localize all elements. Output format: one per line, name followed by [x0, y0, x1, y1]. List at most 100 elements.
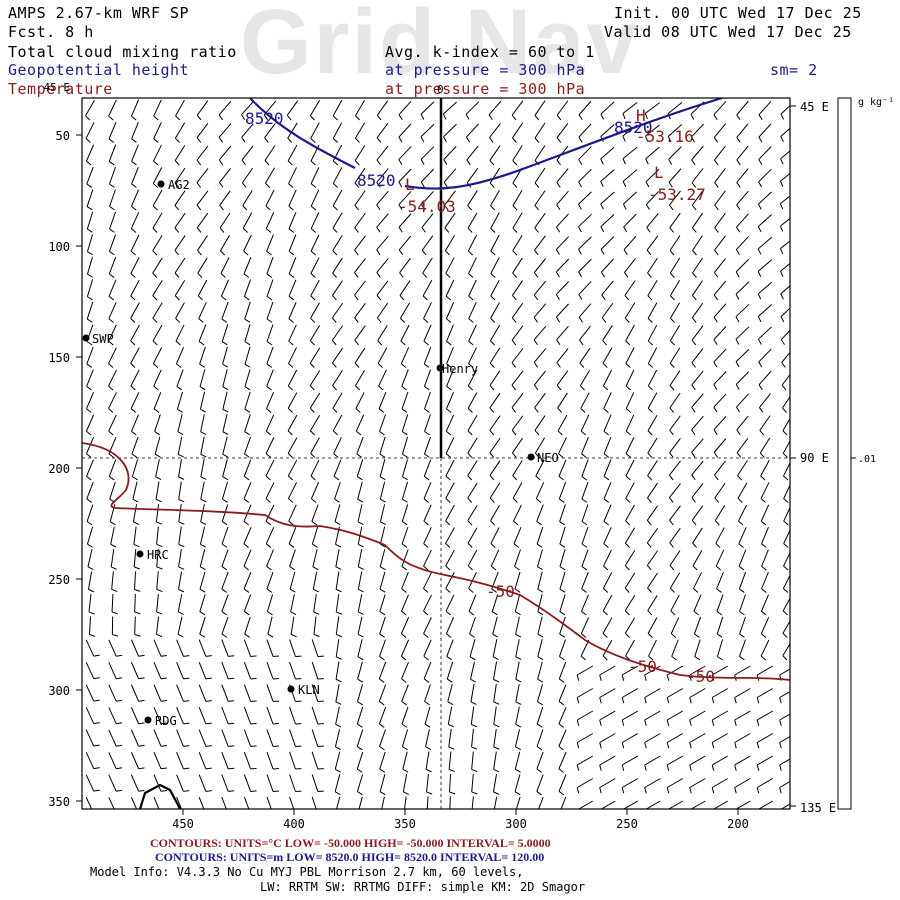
wind-barb — [176, 661, 184, 680]
wind-barb — [783, 461, 790, 477]
wind-barb-feather — [153, 385, 159, 391]
station-kln[interactable]: KLN — [287, 683, 320, 697]
wind-barb — [470, 661, 475, 680]
wind-barb — [534, 190, 546, 206]
wind-barb-feather — [693, 588, 699, 593]
wind-barb-feather — [806, 498, 810, 502]
wind-barb — [356, 774, 364, 792]
wind-barb — [445, 527, 455, 544]
wind-barb-feather — [647, 430, 653, 436]
wind-barb-feather — [422, 272, 428, 278]
wind-barb-feather — [398, 249, 404, 256]
wind-barb-feather — [183, 655, 190, 657]
wind-barb-feather — [736, 182, 741, 188]
wind-barb — [578, 123, 592, 138]
wind-barb-feather — [757, 293, 762, 300]
wind-barb — [265, 504, 275, 522]
wind-barb-feather — [669, 340, 675, 346]
wind-barb — [512, 280, 523, 296]
wind-barb-feather — [139, 835, 145, 836]
wind-barb — [175, 302, 185, 319]
wind-barb — [243, 234, 252, 252]
height-label-3: 8520 — [614, 118, 653, 137]
wind-barb — [86, 279, 94, 297]
wind-barb-feather — [310, 430, 315, 436]
wind-barb — [625, 392, 635, 409]
wind-barb — [310, 279, 320, 297]
wind-barb — [489, 167, 501, 184]
wind-barb — [647, 437, 658, 454]
wind-barb-feather — [401, 543, 408, 548]
wind-barb-feather — [222, 498, 228, 503]
wind-barb — [756, 733, 774, 743]
wind-barb-feather — [376, 204, 381, 211]
wind-barb — [493, 819, 497, 837]
station-rdg[interactable]: RDG — [144, 714, 177, 728]
wind-barb — [602, 617, 613, 634]
wind-barb — [85, 729, 95, 747]
wind-barb — [443, 123, 457, 138]
wind-barb — [446, 324, 454, 342]
station-marker[interactable] — [157, 180, 165, 188]
wind-barb-feather — [555, 316, 561, 323]
wind-barb — [692, 257, 703, 274]
wind-barb-feather — [250, 655, 257, 657]
wind-barb-feather — [332, 407, 338, 413]
wind-barb — [714, 505, 726, 521]
wind-barb-feather — [534, 137, 540, 143]
station-hrc[interactable]: HRC — [136, 548, 169, 562]
station-ag2[interactable]: AG2 — [157, 178, 190, 192]
wind-barb-feather — [423, 363, 430, 368]
wind-barb — [493, 729, 497, 747]
station-marker[interactable] — [136, 550, 144, 558]
station-marker[interactable] — [287, 685, 295, 693]
wind-barb — [332, 370, 343, 386]
wind-barb — [289, 549, 296, 567]
wind-barb — [757, 281, 773, 295]
station-henry[interactable]: Henry — [436, 362, 479, 376]
wind-barb-feather — [512, 272, 518, 278]
wind-barb — [690, 824, 706, 833]
wind-barb-feather — [153, 115, 159, 121]
wind-barb-feather — [756, 697, 760, 704]
wind-barb-feather — [376, 294, 382, 301]
wind-barb-feather — [183, 790, 190, 792]
wind-barb-feather — [424, 453, 430, 458]
station-marker[interactable] — [527, 453, 535, 461]
wind-barb — [379, 414, 386, 432]
wind-barb-feather — [600, 249, 605, 255]
wind-barb-feather — [713, 406, 718, 413]
station-neo[interactable]: NEO — [527, 451, 559, 465]
wind-barb-feather — [581, 498, 588, 503]
wind-barb — [152, 302, 163, 319]
wind-barb-feather — [448, 723, 454, 728]
wind-barb-feather — [310, 228, 317, 233]
station-marker[interactable] — [436, 364, 444, 372]
station-swp[interactable]: SWP — [82, 332, 114, 346]
right-tick-label: 45 E — [800, 100, 829, 114]
wind-barb — [469, 639, 476, 657]
wind-barb — [376, 190, 389, 206]
wind-barb-feather — [138, 744, 145, 747]
wind-barb — [515, 684, 520, 702]
wind-barb-feather — [309, 362, 315, 368]
wind-barb — [692, 235, 703, 251]
wind-barb — [689, 665, 706, 676]
wind-barb-feather — [783, 520, 789, 526]
wind-barb — [426, 773, 429, 793]
wind-barb — [691, 302, 704, 319]
wind-barb — [534, 122, 546, 139]
station-marker[interactable] — [82, 334, 90, 342]
wind-barb — [311, 526, 319, 545]
wind-barb-feather — [603, 543, 609, 548]
wind-barb — [426, 796, 429, 809]
wind-barb — [290, 594, 295, 612]
station-marker[interactable] — [144, 716, 152, 724]
wind-barb — [536, 729, 544, 747]
wind-barb — [423, 527, 432, 544]
wind-barb-feather — [625, 385, 631, 391]
wind-barb — [644, 688, 661, 698]
wind-barb — [758, 191, 772, 205]
wind-barb — [309, 392, 321, 409]
